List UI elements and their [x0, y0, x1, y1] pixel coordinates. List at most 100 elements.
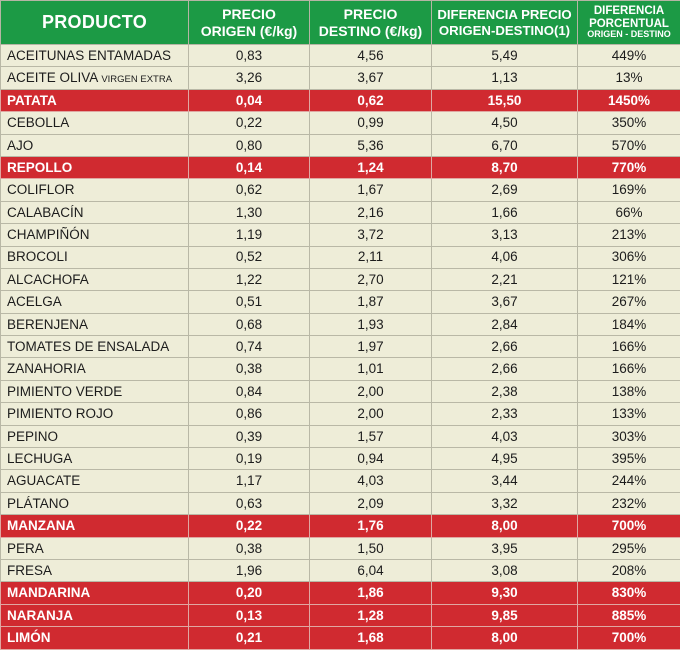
table-row: PERA 0,38 1,50 3,95 295% [0, 536, 680, 560]
cell-diferencia: 9,30 [431, 581, 578, 605]
cell-porcentual-text: 303% [611, 428, 647, 444]
header-producto: PRODUCTO [0, 0, 189, 45]
cell-precio-destino: 5,36 [309, 133, 432, 157]
cell-porcentual: 570% [577, 133, 680, 157]
cell-precio-destino-text: 1,28 [357, 607, 384, 623]
cell-precio-origen: 0,51 [188, 290, 310, 314]
cell-porcentual-text: 350% [611, 115, 647, 131]
cell-precio-origen: 0,52 [188, 245, 310, 269]
cell-precio-origen-text: 0,83 [235, 47, 263, 63]
cell-producto-text: PATATA [7, 92, 57, 108]
cell-diferencia-text: 2,84 [491, 316, 518, 332]
cell-producto: BERENJENA [0, 312, 189, 337]
cell-precio-destino-text: 1,76 [357, 518, 384, 534]
cell-producto: PLÁTANO [0, 491, 189, 516]
cell-precio-origen: 0,38 [188, 357, 310, 381]
cell-porcentual-text: 295% [611, 540, 647, 556]
cell-precio-destino: 1,97 [309, 335, 432, 359]
cell-producto: ALCACHOFA [0, 267, 189, 292]
cell-porcentual: 13% [577, 66, 680, 90]
cell-producto: NARANJA [0, 603, 189, 628]
cell-precio-origen-text: 3,26 [235, 70, 263, 86]
cell-precio-origen-text: 0,84 [235, 383, 263, 399]
cell-diferencia-text: 3,44 [491, 473, 518, 489]
cell-precio-destino: 0,94 [309, 447, 432, 471]
cell-producto-text: COLIFLOR [7, 182, 75, 198]
cell-producto: PERA [0, 536, 189, 560]
cell-precio-origen: 0,20 [188, 581, 310, 605]
cell-producto-text: FRESA [7, 562, 53, 578]
cell-precio-destino: 3,72 [309, 223, 432, 247]
cell-precio-origen-text: 0,19 [235, 450, 263, 466]
cell-precio-destino: 1,57 [309, 424, 432, 449]
cell-porcentual-text: 885% [611, 607, 647, 623]
cell-producto-text: BERENJENA [7, 316, 89, 332]
header-precio-origen-line2: ORIGEN (€/kg) [200, 22, 298, 39]
table-row: CEBOLLA 0,22 0,99 4,50 350% [0, 111, 680, 135]
cell-precio-origen: 0,83 [188, 43, 310, 68]
table-row-highlighted: MANDARINA 0,20 1,86 9,30 830% [0, 581, 680, 605]
cell-precio-destino-text: 2,09 [357, 495, 384, 511]
cell-producto: ACEITUNAS ENTAMADAS [0, 43, 189, 68]
cell-precio-origen: 0,39 [188, 424, 310, 449]
cell-diferencia-text: 4,50 [491, 115, 518, 131]
cell-producto-text: ACEITUNAS ENTAMADAS [7, 47, 172, 63]
cell-precio-destino-text: 2,00 [357, 383, 384, 399]
cell-producto: LECHUGA [0, 447, 189, 471]
table-row: PIMIENTO VERDE 0,84 2,00 2,38 138% [0, 379, 680, 404]
cell-producto-text: PLÁTANO [7, 495, 70, 511]
cell-producto: ZANAHORIA [0, 357, 189, 381]
table-row: ALCACHOFA 1,22 2,70 2,21 121% [0, 267, 680, 292]
cell-precio-destino-text: 0,62 [357, 92, 384, 108]
cell-precio-destino-text: 5,36 [357, 137, 384, 153]
cell-diferencia: 2,33 [431, 402, 578, 426]
cell-precio-destino: 1,01 [309, 357, 432, 381]
cell-precio-destino-text: 1,67 [357, 182, 384, 198]
cell-diferencia-text: 4,95 [491, 450, 518, 466]
cell-porcentual-text: 138% [611, 383, 647, 399]
cell-precio-origen-text: 0,20 [235, 585, 263, 601]
cell-diferencia-text: 5,49 [491, 47, 518, 63]
cell-porcentual-text: 306% [611, 249, 647, 265]
cell-precio-origen: 1,22 [188, 267, 310, 292]
header-porcentual: DIFERENCIA PORCENTUAL ORIGEN - DESTINO [577, 0, 680, 45]
cell-precio-destino: 3,67 [309, 66, 432, 90]
cell-precio-destino: 1,93 [309, 312, 432, 337]
cell-porcentual-text: 830% [611, 585, 647, 601]
cell-diferencia: 3,32 [431, 491, 578, 516]
cell-precio-origen-text: 1,22 [235, 271, 263, 287]
cell-precio-destino: 2,00 [309, 402, 432, 426]
cell-porcentual: 213% [577, 223, 680, 247]
cell-porcentual-text: 770% [611, 159, 647, 175]
cell-diferencia: 2,66 [431, 357, 578, 381]
cell-producto: CALABACÍN [0, 200, 189, 225]
cell-porcentual-text: 213% [611, 227, 647, 243]
cell-precio-destino: 1,68 [309, 626, 432, 650]
cell-porcentual-text: 1450% [607, 92, 651, 108]
cell-precio-origen-text: 0,22 [235, 115, 263, 131]
cell-precio-destino: 1,86 [309, 581, 432, 605]
cell-precio-origen-text: 1,19 [235, 227, 263, 243]
cell-porcentual: 885% [577, 603, 680, 628]
cell-producto: ACELGA [0, 290, 189, 314]
header-diferencia-line1: DIFERENCIA PRECIO [437, 6, 572, 22]
cell-diferencia-text: 8,00 [491, 518, 518, 534]
cell-precio-origen: 0,19 [188, 447, 310, 471]
cell-precio-origen: 1,96 [188, 558, 310, 583]
cell-diferencia: 15,50 [431, 88, 578, 113]
cell-diferencia-text: 3,32 [491, 495, 518, 511]
header-precio-origen-line1: PRECIO [222, 5, 276, 22]
table-row: ACEITE OLIVA VIRGEN EXTRA 3,26 3,67 1,13 13% [0, 66, 680, 90]
cell-producto-text: PIMIENTO ROJO [7, 406, 114, 422]
cell-precio-origen: 1,19 [188, 223, 310, 247]
cell-diferencia-text: 9,85 [491, 607, 518, 623]
cell-diferencia: 3,08 [431, 558, 578, 583]
cell-precio-destino: 1,67 [309, 178, 432, 202]
table-row: TOMATES DE ENSALADA 0,74 1,97 2,66 166% [0, 335, 680, 359]
cell-porcentual: 449% [577, 43, 680, 68]
cell-diferencia-text: 3,67 [491, 294, 518, 310]
cell-diferencia-text: 1,13 [491, 70, 518, 86]
table-row-highlighted: PATATA 0,04 0,62 15,50 1450% [0, 88, 680, 113]
cell-diferencia: 6,70 [431, 133, 578, 157]
table-row: ACEITUNAS ENTAMADAS 0,83 4,56 5,49 449% [0, 43, 680, 68]
